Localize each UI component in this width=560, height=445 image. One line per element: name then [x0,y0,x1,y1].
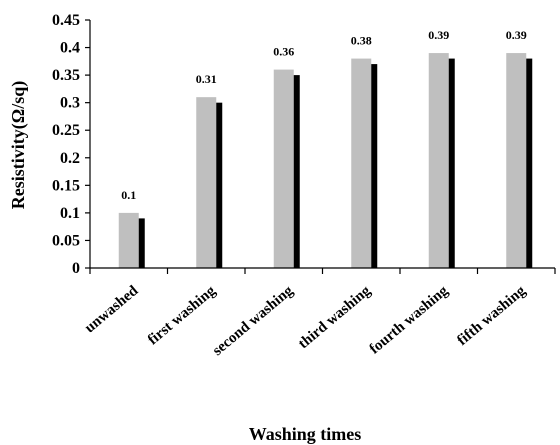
y-tick-label: 0.05 [52,232,80,249]
bar-series-2 [448,58,455,269]
bar-series-2 [371,64,378,268]
y-tick-label: 0.45 [52,12,80,29]
bar-series-1 [351,58,372,269]
bar-series-2 [526,58,533,269]
y-tick-label: 0.4 [60,40,80,57]
bar-series-1 [273,69,294,268]
data-label: 0.38 [351,34,372,48]
bar-series-2 [293,75,300,268]
y-tick-label: 0 [72,260,80,277]
data-label: 0.39 [506,28,527,42]
data-label: 0.39 [428,28,449,42]
y-tick-label: 0.35 [52,67,80,84]
data-label: 0.31 [196,72,217,86]
bar-series-1 [428,53,449,268]
data-label: 0.36 [273,45,294,59]
x-category-label: fourth washing [367,282,452,357]
bars-group [118,53,533,269]
bar-series-2 [138,218,145,268]
data-label: 0.1 [121,188,136,202]
x-category-label: third washing [296,282,375,352]
bar-series-1 [506,53,527,268]
x-category-label: first washing [145,282,219,348]
x-category-label: fifth washing [454,282,529,348]
y-tick-label: 0.2 [60,150,80,167]
bar-series-1 [196,97,217,269]
x-category-label: unwashed [82,282,142,336]
x-axis-title: Washing times [249,424,362,444]
bar-series-1 [118,212,139,268]
x-category-label: second washing [210,282,297,359]
y-ticks-group: 0 0.05 0.1 0.15 0.2 0.25 0.3 0.35 0.4 0.45 [52,12,90,277]
y-tick-label: 0.3 [60,95,80,112]
y-tick-label: 0.25 [52,122,80,139]
data-labels-group: 0.1 0.31 0.36 0.38 0.39 0.39 [121,28,527,202]
y-axis-title: Resistivity(Ω/sq) [8,81,29,209]
y-tick-label: 0.15 [52,177,80,194]
y-tick-label: 0.1 [60,205,80,222]
bar-series-2 [216,102,223,269]
